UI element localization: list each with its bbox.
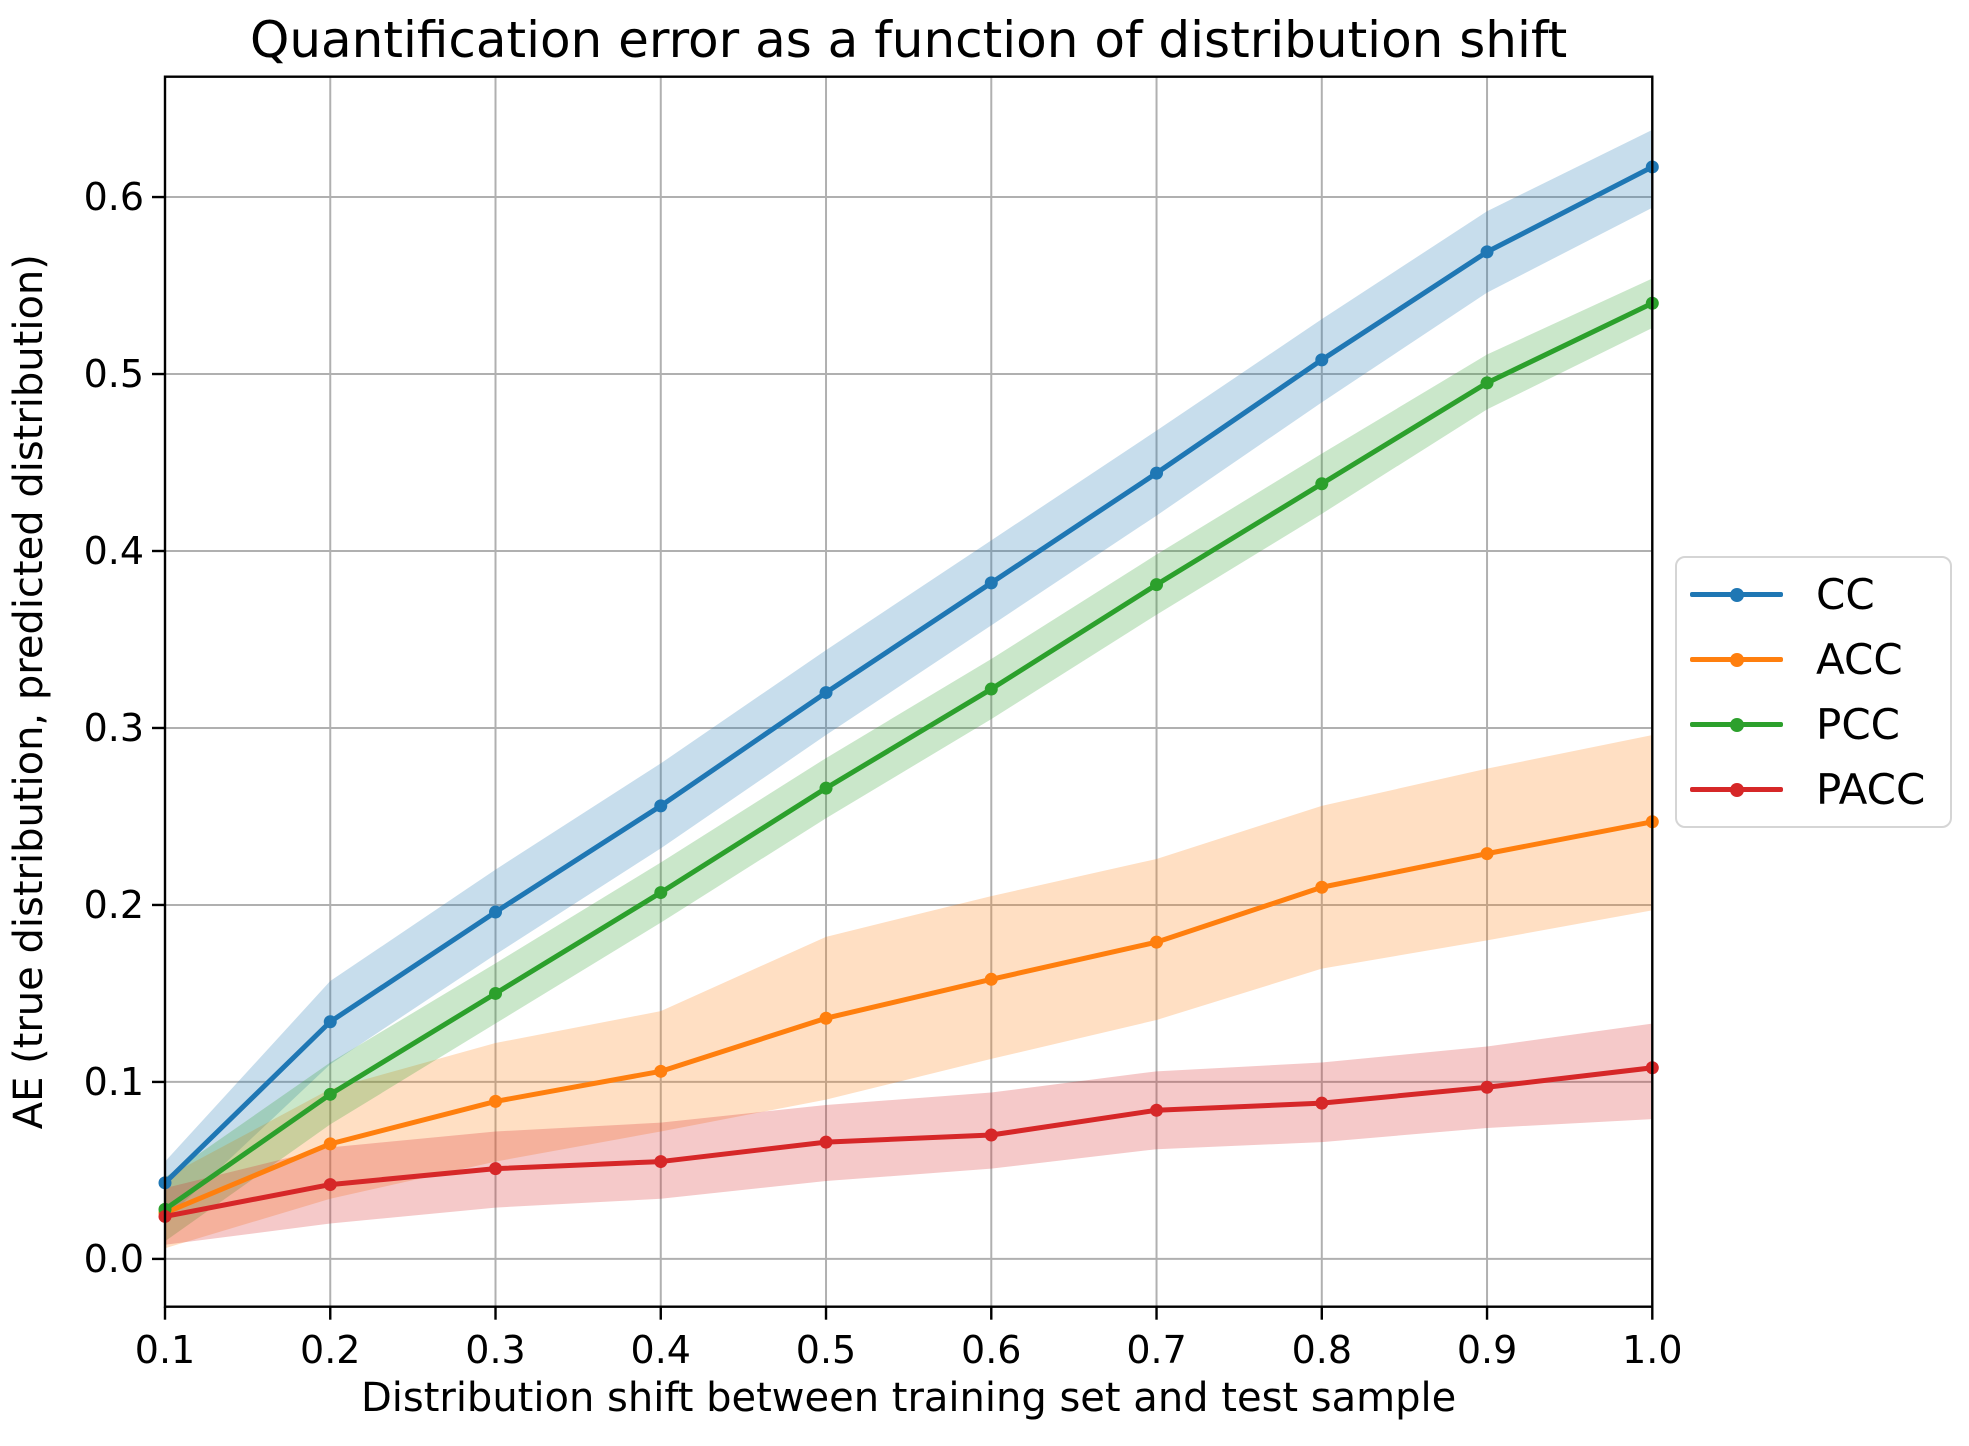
legend-marker-dot <box>1729 717 1744 732</box>
legend-item-pacc: PACC <box>1677 757 1950 822</box>
legend-marker-dot <box>1729 652 1744 667</box>
marker-cc <box>489 905 503 919</box>
y-tick-label: 0.6 <box>84 175 144 219</box>
y-axis-label: AE (true distribution, predicted distrib… <box>6 254 52 1129</box>
legend-item-pcc: PCC <box>1677 692 1950 757</box>
x-tick-label: 1.0 <box>1622 1328 1682 1372</box>
x-tick-label: 0.3 <box>465 1328 525 1372</box>
y-tick-label: 0.3 <box>84 706 144 750</box>
line-acc <box>164 819 1653 1216</box>
axis-ticks <box>152 195 1654 1320</box>
marker-pcc <box>1315 477 1329 491</box>
marker-acc <box>819 1011 833 1025</box>
line-cc <box>163 164 1654 1185</box>
marker-acc <box>323 1137 337 1151</box>
tick-labels: 0.1 0.2 0.3 0.4 0.5 0.6 0.7 0.8 0.9 1.0 0.0 0.1 0.2 0… <box>84 175 1683 1372</box>
legend-item-cc: CC <box>1677 562 1950 627</box>
legend-item-acc: ACC <box>1677 627 1950 692</box>
marker-pcc <box>1150 578 1164 592</box>
marker-pacc <box>984 1128 998 1142</box>
legend-line-sample <box>1690 652 1783 667</box>
marker-acc <box>984 972 998 986</box>
marker-cc <box>1480 245 1494 259</box>
band-pcc <box>165 278 1653 1242</box>
marker-pacc <box>323 1178 337 1192</box>
x-tick-label: 0.1 <box>135 1328 195 1372</box>
marker-pcc <box>489 986 503 1000</box>
x-tick-label: 0.8 <box>1292 1328 1352 1372</box>
marker-cc <box>819 686 833 700</box>
chart-title: Quantification error as a function of di… <box>250 11 1567 69</box>
marker-cc <box>1150 466 1164 480</box>
x-tick-label: 0.5 <box>796 1328 856 1372</box>
band-cc <box>165 129 1653 1220</box>
marker-pcc <box>654 886 668 900</box>
legend: CC ACC PCC PACC <box>1675 556 1952 828</box>
marker-cc <box>984 576 998 590</box>
band-acc <box>165 735 1653 1249</box>
x-axis-label: Distribution shift between training set … <box>361 1375 1456 1421</box>
legend-label: PACC <box>1816 764 1926 814</box>
marker-pacc <box>1315 1096 1329 1110</box>
y-tick-label: 0.5 <box>84 352 144 396</box>
y-tick-label: 0.0 <box>84 1237 144 1281</box>
marker-cc <box>323 1015 337 1029</box>
marker-acc <box>1480 847 1494 861</box>
legend-line-sample <box>1690 717 1783 732</box>
marker-acc <box>1150 935 1164 949</box>
y-tick-label: 0.2 <box>84 883 144 927</box>
y-tick-label: 0.4 <box>84 529 144 573</box>
legend-marker-dot <box>1729 587 1744 602</box>
marker-pcc <box>984 682 998 696</box>
legend-label: PCC <box>1816 699 1900 749</box>
plot-spines <box>163 75 1654 1308</box>
x-tick-label: 0.4 <box>631 1328 691 1372</box>
band-pacc <box>165 1023 1653 1245</box>
legend-label: ACC <box>1816 634 1903 684</box>
y-tick-label: 0.1 <box>84 1060 144 1104</box>
legend-line-sample <box>1690 587 1783 602</box>
confidence-bands <box>165 129 1653 1249</box>
marker-acc <box>489 1094 503 1108</box>
marker-pacc <box>1150 1103 1164 1117</box>
marker-pcc <box>819 781 833 795</box>
marker-pcc <box>1480 376 1494 390</box>
line-pacc <box>164 1065 1653 1219</box>
marker-pacc <box>819 1135 833 1149</box>
legend-marker-dot <box>1729 782 1744 797</box>
marker-pacc <box>1480 1080 1494 1094</box>
x-tick-label: 0.6 <box>961 1328 1021 1372</box>
legend-line-sample <box>1690 782 1783 797</box>
x-tick-label: 0.2 <box>300 1328 360 1372</box>
axes-box <box>163 75 1654 1308</box>
marker-cc <box>1315 353 1329 367</box>
marker-cc <box>654 799 668 813</box>
marker-acc <box>654 1064 668 1078</box>
marker-acc <box>1315 880 1329 894</box>
x-tick-label: 0.7 <box>1126 1328 1186 1372</box>
marker-pacc <box>654 1155 668 1169</box>
legend-label: CC <box>1816 569 1875 619</box>
line-pcc <box>163 300 1654 1212</box>
x-tick-label: 0.9 <box>1457 1328 1517 1372</box>
marker-pacc <box>489 1162 503 1176</box>
marker-pcc <box>323 1087 337 1101</box>
